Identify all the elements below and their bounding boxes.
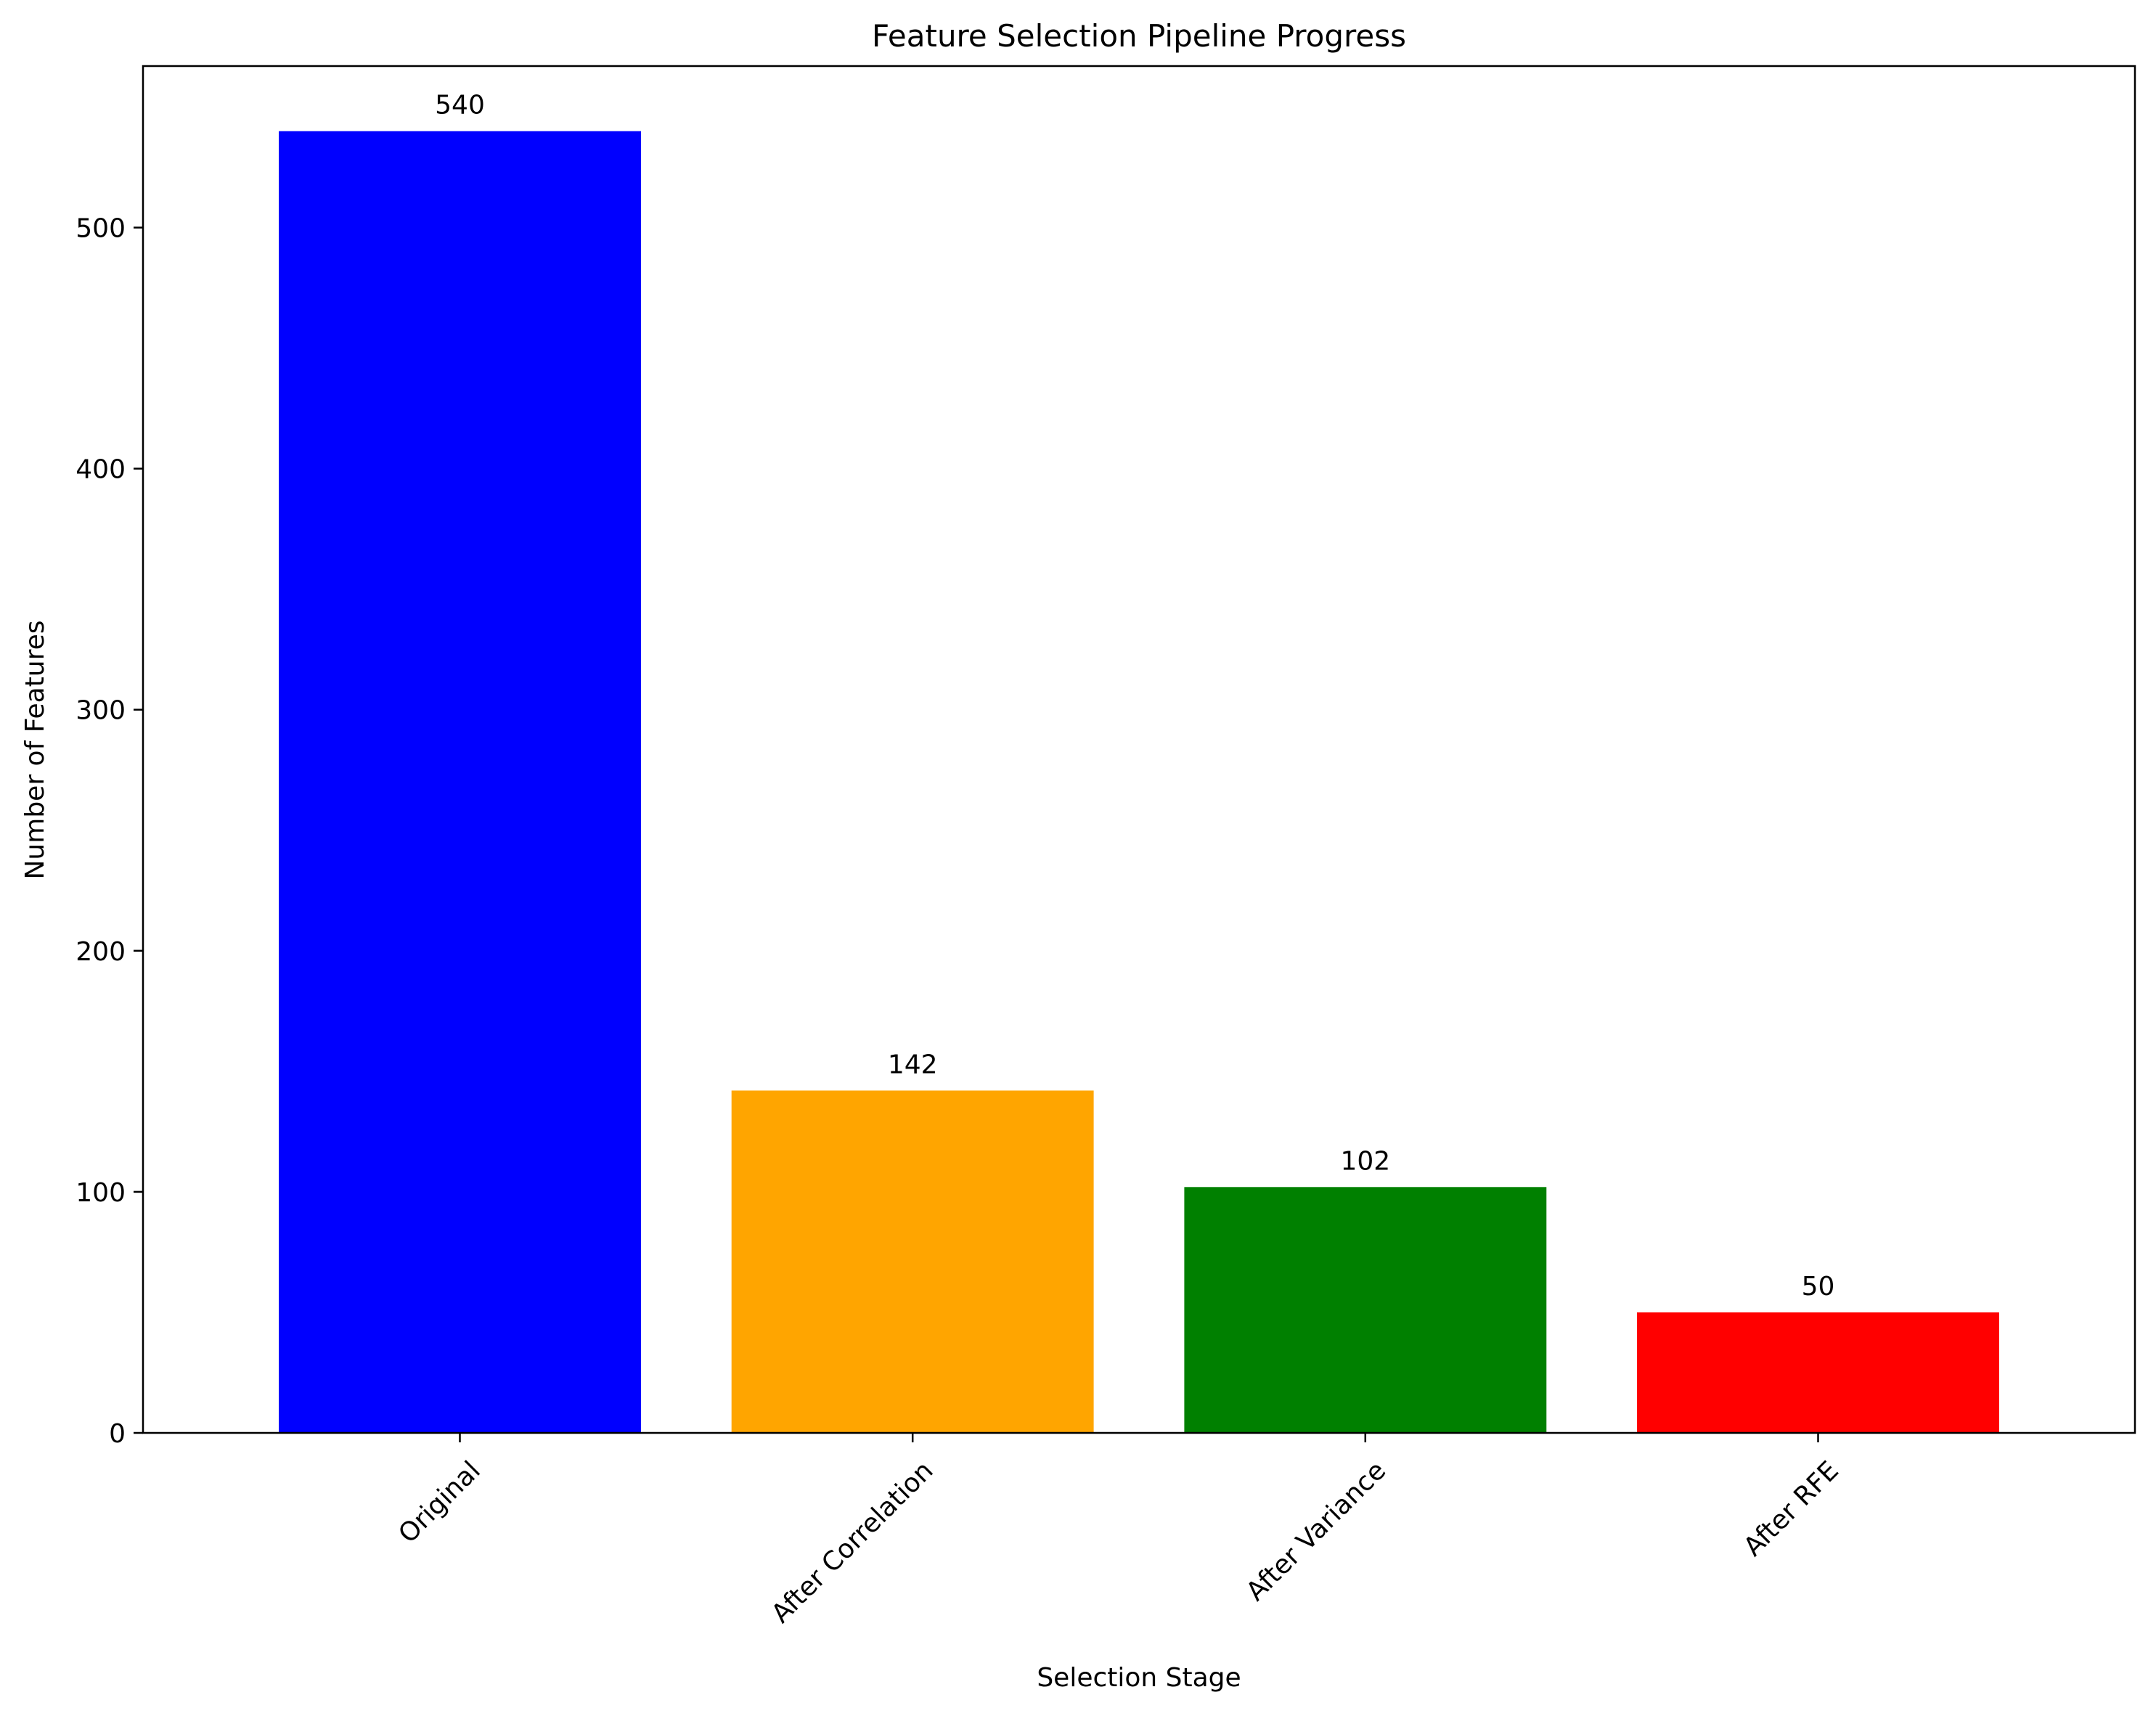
bar-after-correlation [731, 1090, 1094, 1433]
bar-value-label: 142 [888, 1050, 938, 1079]
y-tick-label: 0 [109, 1419, 126, 1449]
chart-title: Feature Selection Pipeline Progress [872, 18, 1406, 54]
bars-layer [279, 131, 1999, 1434]
bar-after-rfe [1637, 1312, 1999, 1433]
bar-after-variance [1184, 1187, 1547, 1433]
axes-frame [142, 65, 2136, 1434]
bar-value-label: 50 [1802, 1272, 1835, 1302]
data-labels-layer: 540 142 102 50 [435, 91, 1834, 1302]
y-axis-label: Number of Features [20, 621, 50, 880]
bar-original [279, 131, 641, 1434]
x-axis-label: Selection Stage [1037, 1663, 1241, 1693]
bar-value-label: 540 [435, 91, 485, 120]
y-tick-label: 300 [75, 696, 126, 726]
y-axis: 0 100 200 300 400 500 [75, 214, 143, 1449]
y-tick-label: 500 [75, 214, 126, 244]
y-tick-label: 400 [75, 455, 126, 485]
y-tick-label: 100 [75, 1178, 126, 1208]
y-tick-label: 200 [75, 937, 126, 967]
bar-value-label: 102 [1340, 1146, 1390, 1176]
